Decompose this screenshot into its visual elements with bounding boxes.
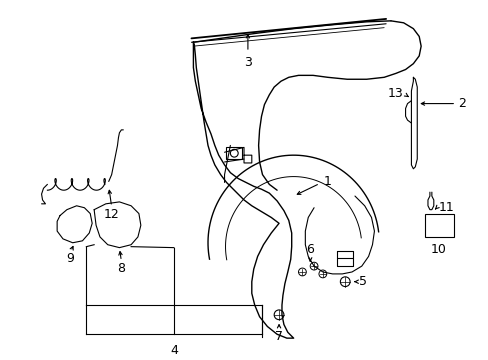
- Text: 6: 6: [305, 243, 313, 256]
- Text: 2: 2: [457, 97, 465, 110]
- Text: 11: 11: [438, 201, 453, 214]
- Text: 1: 1: [323, 175, 331, 188]
- Bar: [424, 213, 453, 237]
- Text: 12: 12: [103, 208, 119, 221]
- Text: 3: 3: [244, 56, 251, 69]
- Text: 9: 9: [66, 252, 74, 265]
- Text: 5: 5: [358, 275, 366, 288]
- Text: 8: 8: [117, 262, 125, 275]
- Text: 13: 13: [387, 87, 403, 100]
- Bar: [226, 147, 242, 159]
- Text: 10: 10: [430, 243, 446, 256]
- Text: 4: 4: [170, 344, 178, 357]
- Text: 7: 7: [274, 330, 283, 343]
